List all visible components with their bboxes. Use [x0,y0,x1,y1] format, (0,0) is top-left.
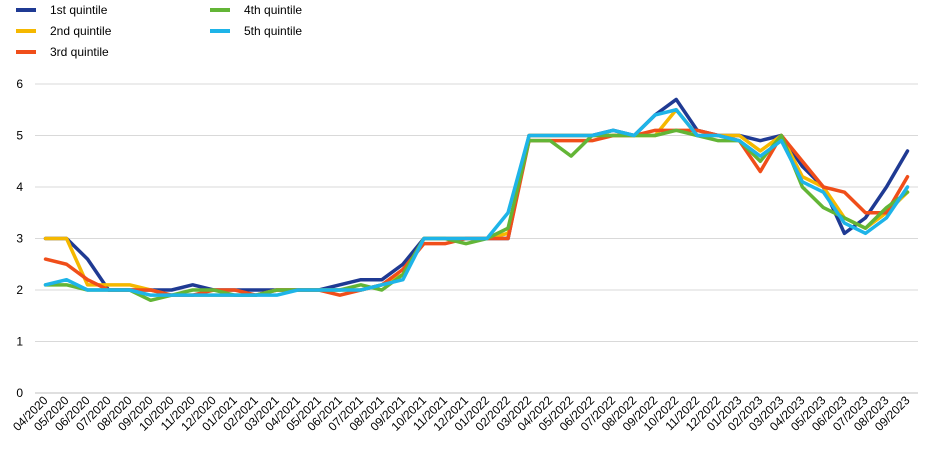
y-tick-label-5: 5 [16,129,23,143]
legend-swatch-5th-quintile [210,29,230,33]
gridlines [35,83,918,342]
legend-label-3rd-quintile: 3rd quintile [50,45,109,59]
legend-item-2nd-quintile: 2nd quintile [16,24,111,38]
legend-label-2nd-quintile: 2nd quintile [50,24,112,38]
legend-item-3rd-quintile: 3rd quintile [16,45,109,59]
series-line-5th-quintile [43,108,910,297]
legend-swatch-4th-quintile [210,8,230,12]
legend-label-1st-quintile: 1st quintile [50,3,108,17]
series-line-1st-quintile [43,97,910,292]
legend-swatch-2nd-quintile [16,29,36,33]
legend-item-1st-quintile: 1st quintile [16,3,107,17]
series-line-3rd-quintile [43,128,910,297]
y-tick-label-0: 0 [16,386,23,400]
legend-item-5th-quintile: 5th quintile [210,24,302,38]
y-tick-label-4: 4 [16,180,23,194]
legend-swatch-3rd-quintile [16,50,36,54]
y-tick-label-2: 2 [16,283,23,297]
x-axis-tick-labels: 04/202005/202006/202007/202008/202009/20… [10,393,913,434]
legend: 1st quintile 2nd quintile 3rd quintile 4… [0,0,943,70]
series-line-4th-quintile [43,128,910,303]
legend-item-4th-quintile: 4th quintile [210,3,302,17]
legend-label-4th-quintile: 4th quintile [244,3,303,17]
legend-swatch-1st-quintile [16,8,36,12]
y-axis-tick-labels: 0 1 2 3 4 5 6 [16,77,23,400]
y-tick-label-1: 1 [16,335,23,349]
y-tick-label-3: 3 [16,232,23,246]
series-lines [43,97,910,303]
y-tick-label-6: 6 [16,77,23,91]
legend-label-5th-quintile: 5th quintile [244,24,303,38]
